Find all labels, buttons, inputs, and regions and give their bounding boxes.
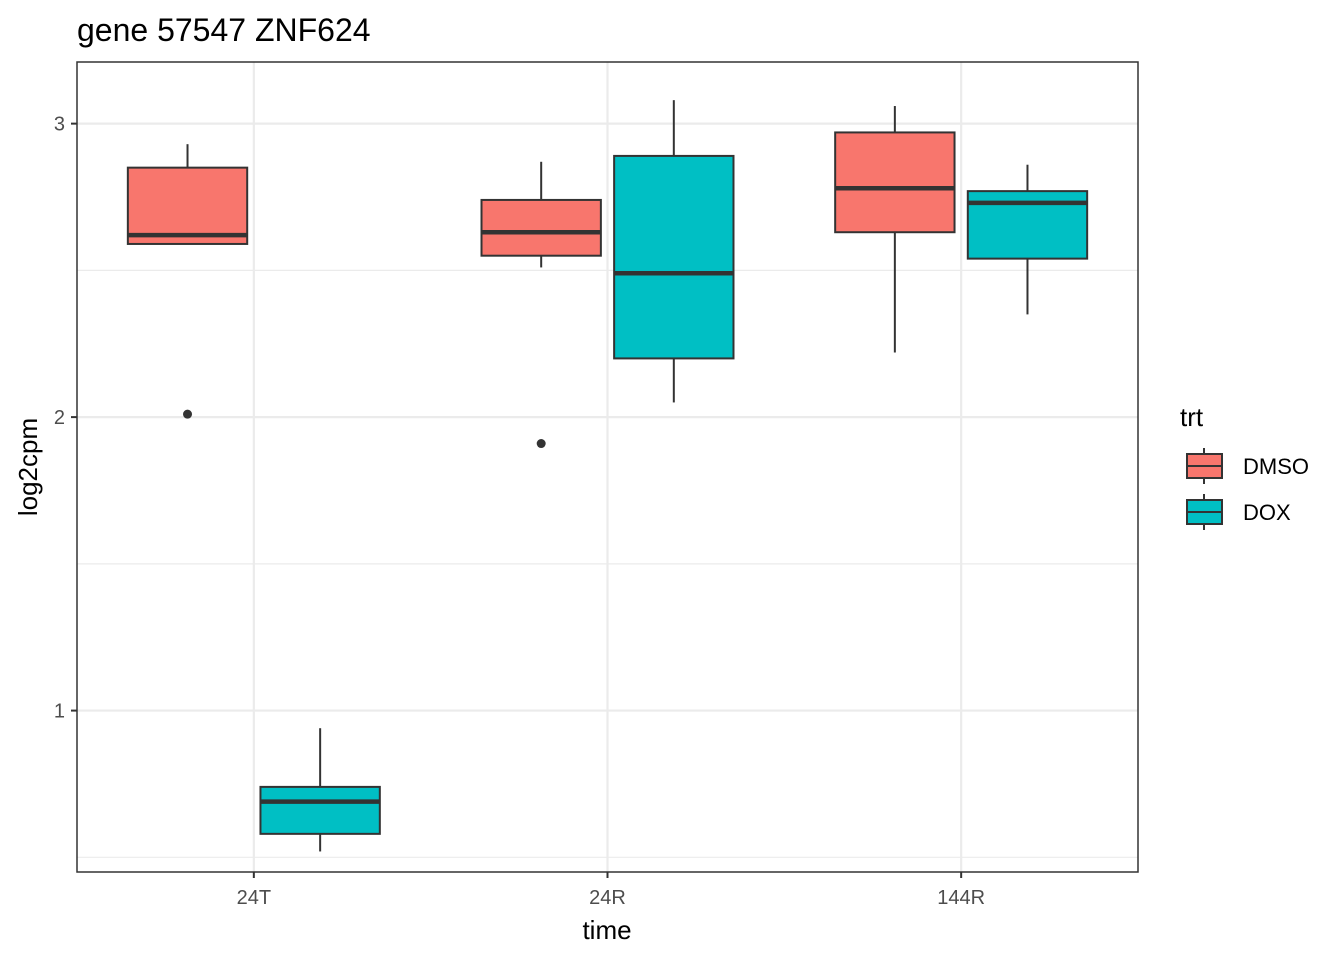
legend-entry-dox: DOX [1186, 494, 1291, 530]
outlier-point [536, 439, 546, 449]
legend-entries: DMSO DOX [1186, 448, 1309, 530]
boxplot-dox-144r [966, 164, 1089, 315]
legend-label: DMSO [1243, 454, 1309, 479]
boxplot-dmso-24t [126, 144, 249, 419]
box [613, 154, 735, 360]
box [480, 198, 602, 257]
legend: trt DMSO DOX [1180, 402, 1309, 530]
outlier-point [183, 409, 193, 419]
x-axis-ticks: 24T 24R 144R [237, 872, 985, 909]
x-tick-label: 24R [589, 887, 626, 909]
y-axis-ticks: 1 2 3 [54, 114, 77, 723]
y-tick-label: 1 [54, 701, 65, 723]
legend-label: DOX [1243, 500, 1291, 525]
chart-title: gene 57547 ZNF624 [77, 12, 371, 48]
legend-entry-dmso: DMSO [1186, 448, 1309, 484]
box [126, 166, 249, 245]
boxplot-dox-24t [259, 728, 381, 852]
y-tick-label: 3 [54, 114, 65, 136]
plot-panel [76, 61, 1139, 873]
y-axis-label: log2cpm [13, 418, 43, 516]
box [834, 131, 956, 234]
x-axis-label: time [582, 915, 631, 945]
legend-title: trt [1180, 402, 1204, 432]
x-tick-label: 24T [237, 887, 271, 909]
y-tick-label: 2 [54, 407, 65, 429]
boxplot-dmso-144r [834, 106, 956, 353]
boxplot-dox-24r [613, 100, 735, 403]
box [259, 785, 381, 835]
x-tick-label: 144R [937, 887, 985, 909]
boxplot-dmso-24r [480, 161, 602, 449]
